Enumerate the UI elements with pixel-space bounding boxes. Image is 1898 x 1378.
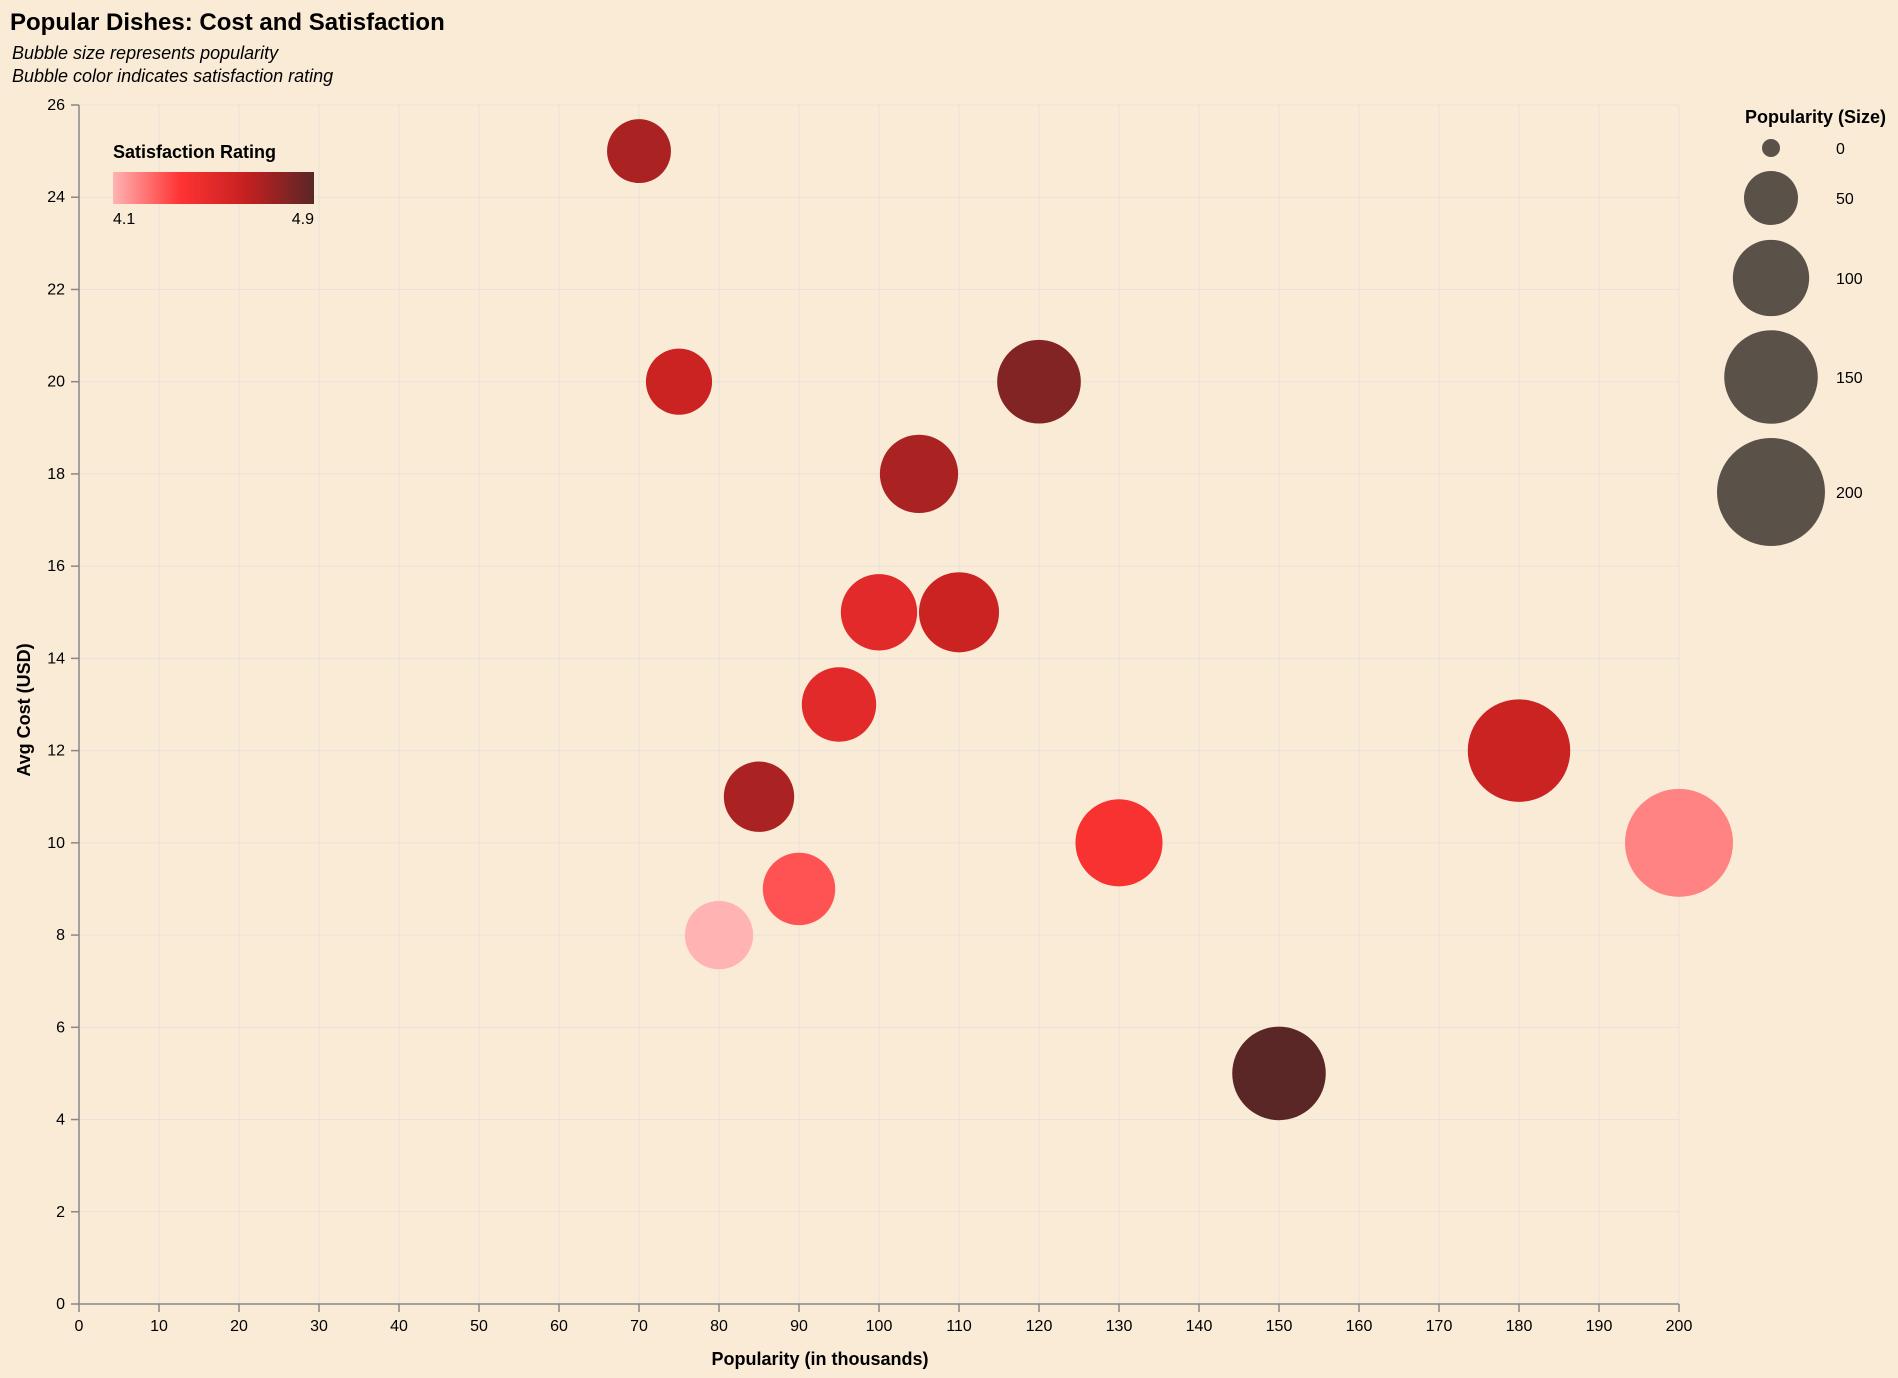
x-tick-label: 10 (150, 1318, 168, 1335)
y-tick-label: 24 (47, 189, 65, 206)
bubble-point[interactable] (1232, 1026, 1326, 1121)
y-tick-label: 16 (47, 558, 65, 575)
bubble-point[interactable] (918, 572, 1000, 653)
x-tick-label: 190 (1586, 1318, 1613, 1335)
y-tick-label: 22 (47, 281, 65, 298)
size-legend-label: 0 (1836, 141, 1845, 158)
x-tick-label: 110 (946, 1318, 972, 1335)
x-tick-label: 20 (230, 1318, 248, 1335)
x-tick-label: 120 (1026, 1318, 1053, 1335)
bubble-point[interactable] (1075, 799, 1163, 887)
x-tick-label: 0 (75, 1318, 84, 1335)
x-tick-label: 200 (1666, 1318, 1693, 1335)
bubble-point[interactable] (684, 900, 754, 970)
color-legend-gradient (113, 172, 314, 204)
y-tick-label: 6 (56, 1019, 65, 1036)
chart-subtitle-line-2: Bubble color indicates satisfaction rati… (12, 66, 333, 86)
bubble-point[interactable] (1625, 788, 1733, 897)
x-tick-label: 100 (866, 1318, 893, 1335)
size-legend-label: 100 (1836, 271, 1863, 288)
size-legend-label: 50 (1836, 191, 1854, 208)
popularity-size-legend: Popularity (Size) 0 50 100 150 200 (1717, 107, 1886, 546)
size-legend-bubble (1717, 438, 1825, 546)
color-legend-min-label: 4.1 (113, 211, 135, 228)
x-tick-label: 40 (390, 1318, 408, 1335)
size-legend-label: 150 (1836, 370, 1863, 387)
chart-title: Popular Dishes: Cost and Satisfaction (10, 9, 445, 36)
y-tick-label: 0 (56, 1296, 65, 1313)
chart-subtitle-line-1: Bubble size represents popularity (12, 43, 279, 63)
bubble-point[interactable] (997, 339, 1081, 424)
bubble-point[interactable] (801, 667, 877, 742)
size-legend-label: 200 (1836, 485, 1863, 502)
x-tick-label: 180 (1506, 1318, 1533, 1335)
x-tick-label: 160 (1346, 1318, 1373, 1335)
x-tick-label: 150 (1266, 1318, 1293, 1335)
x-axis-title: Popularity (in thousands) (711, 1349, 928, 1369)
size-legend-bubble (1724, 330, 1818, 424)
bubble-point[interactable] (840, 574, 918, 651)
y-axis-title: Avg Cost (USD) (14, 643, 34, 776)
axes: 0 10 20 30 40 50 60 70 80 90 100 110 120 130 140 150 160… (47, 97, 1692, 1335)
y-tick-label: 20 (47, 374, 65, 391)
y-tick-label: 18 (47, 466, 65, 483)
y-tick-label: 14 (47, 650, 65, 667)
y-tick-label: 12 (47, 743, 65, 760)
bubble-point[interactable] (879, 434, 959, 514)
size-legend-bubble (1744, 171, 1798, 225)
satisfaction-color-legend: Satisfaction Rating 4.1 4.9 (113, 142, 314, 228)
color-legend-max-label: 4.9 (292, 211, 314, 228)
x-tick-label: 130 (1106, 1318, 1133, 1335)
x-tick-label: 140 (1186, 1318, 1213, 1335)
size-legend-bubble (1762, 139, 1780, 157)
y-tick-label: 4 (56, 1112, 65, 1129)
bubble-point[interactable] (723, 761, 795, 832)
color-legend-title: Satisfaction Rating (113, 142, 276, 162)
y-tick-label: 26 (47, 97, 65, 114)
y-tick-label: 2 (56, 1204, 65, 1221)
x-tick-label: 60 (550, 1318, 568, 1335)
bubble-point[interactable] (607, 119, 671, 184)
x-tick-label: 80 (710, 1318, 728, 1335)
size-legend-title: Popularity (Size) (1745, 107, 1886, 127)
bubble-point[interactable] (645, 348, 713, 415)
y-tick-label: 8 (56, 927, 65, 944)
x-tick-label: 50 (470, 1318, 488, 1335)
data-points (607, 119, 1733, 1121)
bubble-point[interactable] (762, 852, 836, 926)
y-tick-label: 10 (47, 835, 65, 852)
bubble-point[interactable] (1467, 699, 1571, 802)
x-tick-label: 90 (790, 1318, 808, 1335)
grid (78, 104, 1680, 1305)
x-tick-label: 70 (630, 1318, 648, 1335)
size-legend-bubble (1732, 239, 1810, 317)
x-tick-label: 170 (1426, 1318, 1453, 1335)
x-tick-label: 30 (310, 1318, 328, 1335)
